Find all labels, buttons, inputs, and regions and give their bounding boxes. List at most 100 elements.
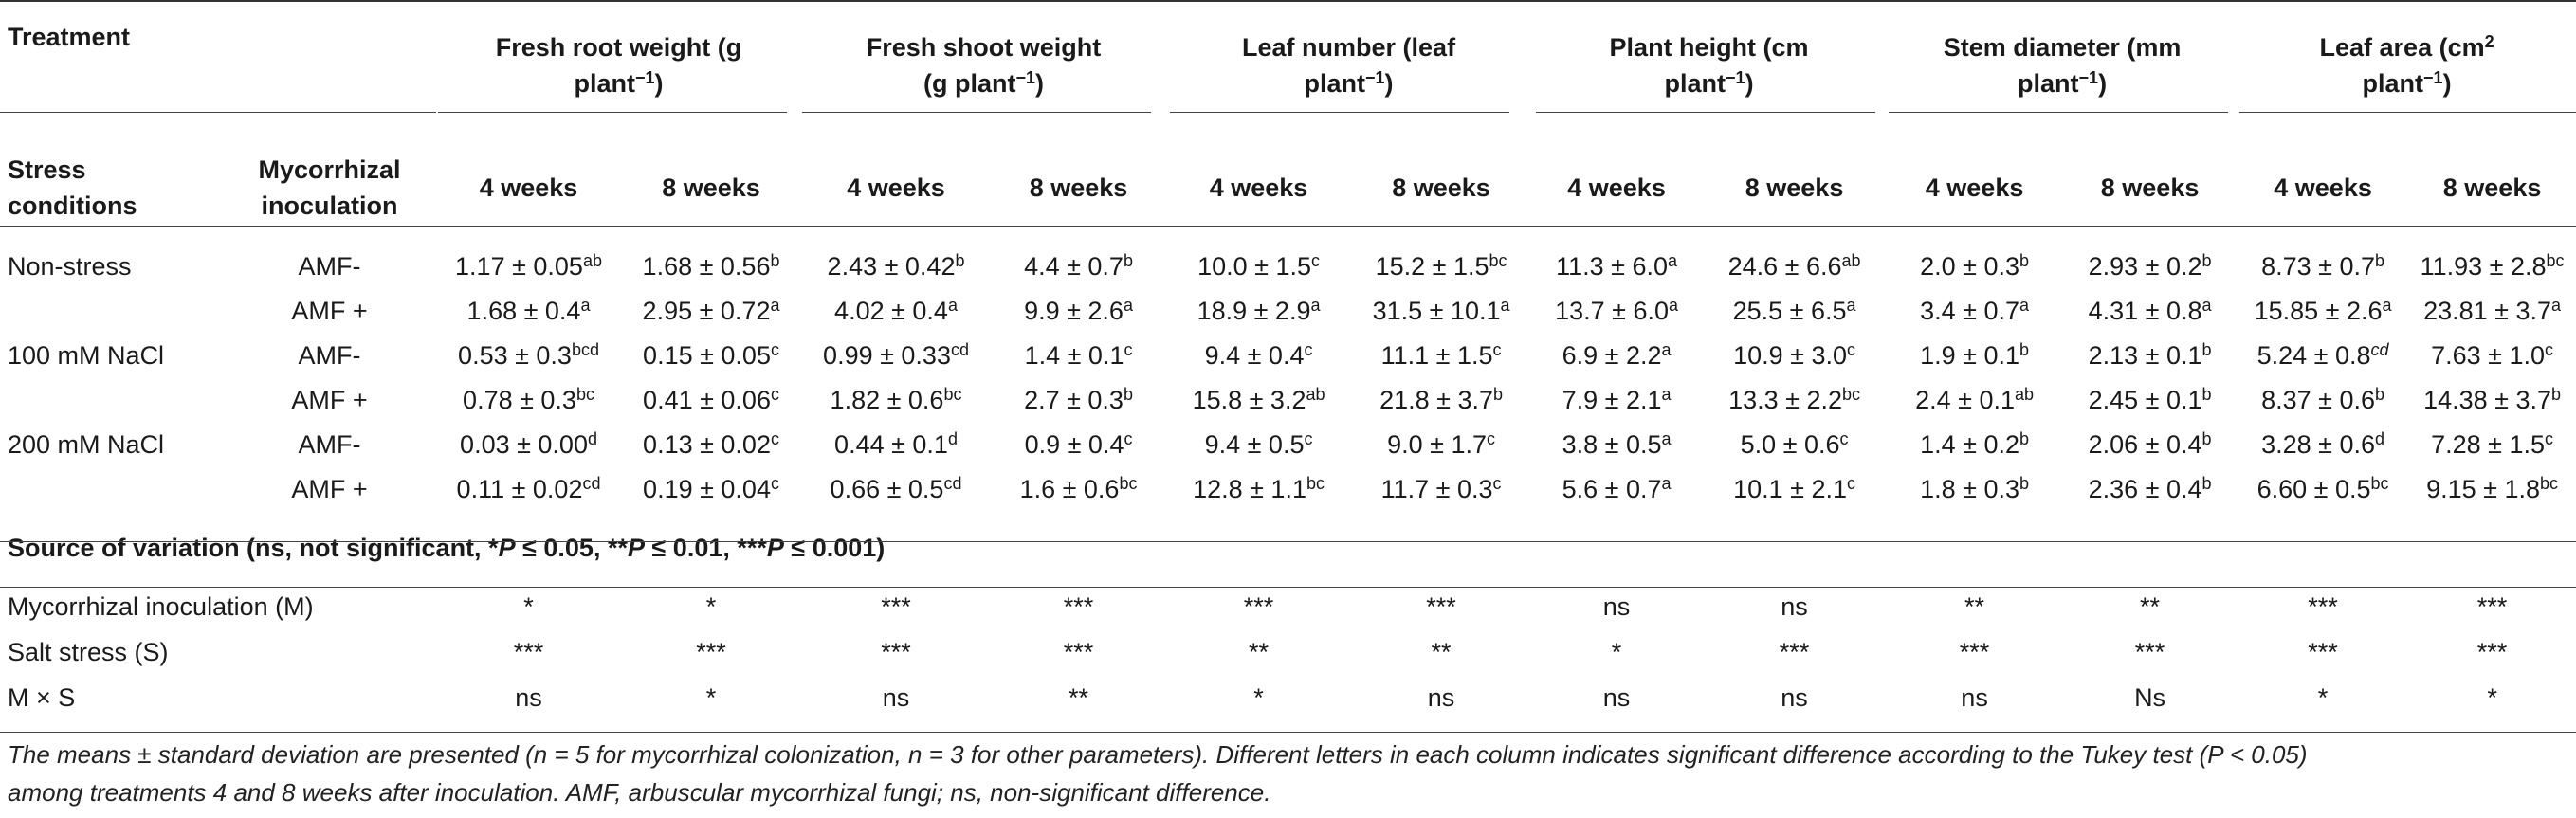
source-of-variation-section: Source of variation (ns, not significant… bbox=[0, 512, 2576, 584]
mean-sd-value: 4.31 ± 0.8 bbox=[2088, 297, 2202, 325]
week-header: 8 weeks bbox=[1029, 173, 1128, 202]
significance-cell: *** bbox=[2308, 637, 2338, 666]
value-cell: 1.4 ± 0.1c bbox=[991, 334, 1166, 378]
value-cell: 11.7 ± 0.3c bbox=[1351, 467, 1531, 512]
week-header: 8 weeks bbox=[1745, 173, 1844, 202]
significance-letters: b bbox=[2019, 429, 2030, 448]
mean-sd-value: 7.28 ± 1.5 bbox=[2431, 430, 2546, 459]
mean-sd-value: 1.8 ± 0.3 bbox=[1920, 475, 2019, 503]
significance-letters: a bbox=[1661, 429, 1672, 448]
significance-letters: b bbox=[955, 251, 965, 270]
significance-cell: ns bbox=[1781, 591, 1808, 621]
significance-letters: c bbox=[2545, 429, 2554, 448]
significance-cell: ns bbox=[1781, 682, 1808, 712]
mean-sd-value: 1.68 ± 0.56 bbox=[642, 252, 771, 281]
significance-letters: a bbox=[1661, 474, 1672, 493]
significance-cell: ** bbox=[2140, 591, 2161, 621]
significance-cell: *** bbox=[1426, 591, 1456, 621]
value-cell: 8.37 ± 0.6b bbox=[2238, 378, 2408, 423]
significance-letters: d bbox=[2375, 429, 2385, 448]
value-cell: 0.11 ± 0.02cd bbox=[436, 467, 621, 512]
value-cell: 11.1 ± 1.5c bbox=[1351, 334, 1531, 378]
mean-sd-value: 13.3 ± 2.2 bbox=[1728, 386, 1842, 414]
value-cell: 5.0 ± 0.6c bbox=[1702, 423, 1887, 467]
group-header-fresh-root: Fresh root weight (g plant−1) bbox=[495, 33, 742, 98]
source-of-variation-row: Source of variation (ns, not significant… bbox=[0, 512, 2576, 584]
significance-cell: *** bbox=[1243, 591, 1274, 621]
bottom-rule bbox=[0, 732, 2576, 733]
significance-letters: b bbox=[1123, 385, 1133, 404]
week-header: 4 weeks bbox=[1209, 173, 1308, 202]
value-cell: 2.95 ± 0.72a bbox=[621, 289, 801, 334]
mean-sd-value: 5.24 ± 0.8 bbox=[2256, 341, 2371, 370]
mean-sd-value: 1.6 ± 0.6 bbox=[1019, 475, 1120, 503]
inoculation-cell: AMF + bbox=[291, 475, 368, 503]
significance-cell: ns bbox=[882, 682, 910, 712]
variation-label: Mycorrhizal inoculation (M) bbox=[8, 591, 314, 621]
significance-letters: a bbox=[1667, 251, 1677, 270]
value-cell: 1.8 ± 0.3b bbox=[1887, 467, 2062, 512]
value-cell: 2.7 ± 0.3b bbox=[991, 378, 1166, 423]
significance-letters: cd bbox=[582, 474, 601, 493]
value-cell: 0.53 ± 0.3bcd bbox=[436, 334, 621, 378]
week-header: 4 weeks bbox=[2274, 173, 2372, 202]
stress-condition-cell bbox=[0, 378, 223, 423]
significance-letters: b bbox=[2201, 340, 2212, 359]
value-cell: 23.81 ± 3.7a bbox=[2408, 289, 2576, 334]
significance-letters: a bbox=[1123, 296, 1133, 315]
mean-sd-value: 4.02 ± 0.4 bbox=[834, 297, 948, 325]
variation-row: Salt stress (S) *** *** *** *** ** ** * *** *** **… bbox=[0, 629, 2576, 675]
value-cell: 31.5 ± 10.1a bbox=[1351, 289, 1531, 334]
significance-letters: d bbox=[947, 429, 958, 448]
stress-conditions-header: Stress conditions bbox=[8, 155, 137, 220]
mean-sd-value: 11.93 ± 2.8 bbox=[2420, 252, 2547, 281]
value-cell: 2.43 ± 0.42b bbox=[801, 245, 991, 289]
mean-sd-value: 11.7 ± 0.3 bbox=[1380, 475, 1493, 503]
significance-cell: ** bbox=[1249, 637, 1270, 666]
value-cell: 15.85 ± 2.6a bbox=[2238, 289, 2408, 334]
top-rule bbox=[0, 0, 2576, 2]
mean-sd-value: 24.6 ± 6.6 bbox=[1727, 252, 1842, 281]
mean-sd-value: 2.43 ± 0.42 bbox=[827, 252, 956, 281]
treatment-rule bbox=[0, 112, 436, 113]
significance-letters: a bbox=[947, 296, 958, 315]
significance-cell: * bbox=[2487, 682, 2497, 712]
week-header: 4 weeks bbox=[479, 173, 578, 202]
value-cell: 4.4 ± 0.7b bbox=[991, 245, 1166, 289]
mean-sd-value: 1.9 ± 0.1 bbox=[1920, 341, 2019, 370]
significance-letters: bc bbox=[575, 385, 594, 404]
stress-condition-cell: 200 mM NaCl bbox=[8, 430, 165, 459]
value-cell: 0.66 ± 0.5cd bbox=[801, 467, 991, 512]
significance-letters: b bbox=[1123, 251, 1133, 270]
significance-letters: bc bbox=[1489, 251, 1507, 270]
mean-sd-value: 2.4 ± 0.1 bbox=[1915, 386, 2015, 414]
inoculation-cell: AMF- bbox=[298, 252, 361, 281]
table-row: 200 mM NaCl AMF- 0.03 ± 0.00d 0.13 ± 0.02c 0… bbox=[0, 423, 2576, 467]
significance-cell: ** bbox=[1431, 637, 1452, 666]
value-cell: 3.4 ± 0.7a bbox=[1887, 289, 2062, 334]
value-cell: 2.0 ± 0.3b bbox=[1887, 245, 2062, 289]
value-cell: 5.6 ± 0.7a bbox=[1531, 467, 1702, 512]
significance-letters: bc bbox=[2540, 474, 2559, 493]
mean-sd-value: 11.1 ± 1.5 bbox=[1380, 341, 1493, 370]
significance-cell: * bbox=[1611, 637, 1622, 666]
value-cell: 11.93 ± 2.8bc bbox=[2408, 245, 2576, 289]
value-cell: 8.73 ± 0.7b bbox=[2238, 245, 2408, 289]
stress-condition-cell: 100 mM NaCl bbox=[8, 341, 165, 370]
significance-letters: c bbox=[2545, 340, 2554, 359]
group-rule bbox=[438, 112, 787, 113]
value-cell: 24.6 ± 6.6ab bbox=[1702, 245, 1887, 289]
mean-sd-value: 31.5 ± 10.1 bbox=[1372, 297, 1501, 325]
mean-sd-value: 14.38 ± 3.7 bbox=[2423, 386, 2552, 414]
table-row: AMF +1.68 ± 0.4a 2.95 ± 0.72a 4.02 ± 0.4a 9… bbox=[0, 289, 2576, 334]
group-rule bbox=[2239, 112, 2576, 113]
mean-sd-value: 15.8 ± 3.2 bbox=[1192, 386, 1306, 414]
significance-letters: b bbox=[1492, 385, 1503, 404]
mean-sd-value: 0.19 ± 0.04 bbox=[643, 475, 771, 503]
week-header: 4 weeks bbox=[847, 173, 945, 202]
value-cell: 0.13 ± 0.02c bbox=[621, 423, 801, 467]
value-cell: 13.7 ± 6.0a bbox=[1531, 289, 1702, 334]
significance-letters: c bbox=[1310, 251, 1320, 270]
variation-row: Mycorrhizal inoculation (M) * * *** *** *** **… bbox=[0, 584, 2576, 629]
significance-letters: b bbox=[2375, 385, 2385, 404]
